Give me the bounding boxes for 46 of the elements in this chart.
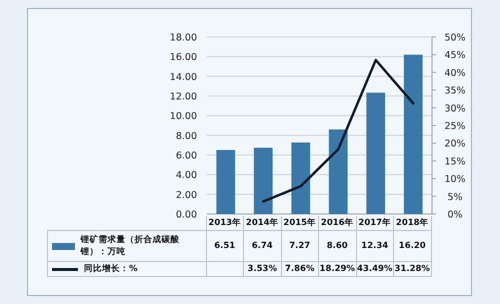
bar xyxy=(254,148,273,214)
y2-tick-label: 30% xyxy=(444,103,466,114)
y2-tick-label: 40% xyxy=(444,68,466,79)
table-cell: 16.20 xyxy=(394,230,431,262)
table-cell: 6.74 xyxy=(244,230,281,262)
y2-tick-label: 10% xyxy=(444,174,466,186)
table-cell: 8.60 xyxy=(318,230,356,262)
y-tick-label: 12.00 xyxy=(170,92,197,102)
x-tick-label: 2013年 xyxy=(206,216,244,230)
table-cell: 6.51 xyxy=(206,230,244,262)
x-tick-label: 2015年 xyxy=(281,216,318,230)
y-tick-label: 14.00 xyxy=(170,72,197,83)
y-tick-label: 6.00 xyxy=(176,150,197,162)
bar xyxy=(404,54,423,214)
table-cell: 3.53% xyxy=(244,262,281,276)
y-tick-label: 10.00 xyxy=(170,111,197,122)
y-tick-label: 0.00 xyxy=(176,210,197,220)
y-tick-label: 18.00 xyxy=(170,32,197,44)
y-tick-label: 2.00 xyxy=(176,190,197,201)
y2-tick-label: 35% xyxy=(444,86,466,97)
y2-tick-label: 15% xyxy=(444,156,466,168)
x-tick-label: 2014年 xyxy=(244,216,281,230)
y-tick-label: 16.00 xyxy=(170,52,197,64)
y2-tick-label: 25% xyxy=(444,121,466,132)
y2-tick-label: 20% xyxy=(444,138,466,150)
x-tick-label: 2018年 xyxy=(394,216,431,230)
legend-label: 同比增长：% xyxy=(84,263,138,275)
table-cell: 43.49% xyxy=(356,262,394,276)
table-cell: 7.27 xyxy=(281,230,318,262)
table-cell: 18.29% xyxy=(318,262,356,276)
bar xyxy=(366,92,386,214)
y2-tick-label: 5% xyxy=(447,192,463,203)
y-tick-label: 4.00 xyxy=(176,170,197,182)
legend-label: 锂矿需求量（折合成碳酸锂）：万吨 xyxy=(80,234,181,258)
table-cell: 12.34 xyxy=(356,230,394,262)
x-tick-label: 2017年 xyxy=(356,216,394,230)
x-tick-label: 2016年 xyxy=(318,216,356,230)
table-cell: 31.28% xyxy=(394,262,431,276)
bar xyxy=(291,142,310,214)
y2-tick-label: 50% xyxy=(444,32,466,44)
y2-tick-label: 45% xyxy=(444,50,466,62)
y2-tick-label: 0% xyxy=(447,210,463,220)
bar xyxy=(328,129,348,214)
bar xyxy=(216,150,236,214)
y-tick-label: 8.00 xyxy=(176,130,197,142)
table-cell: 7.86% xyxy=(281,262,318,276)
